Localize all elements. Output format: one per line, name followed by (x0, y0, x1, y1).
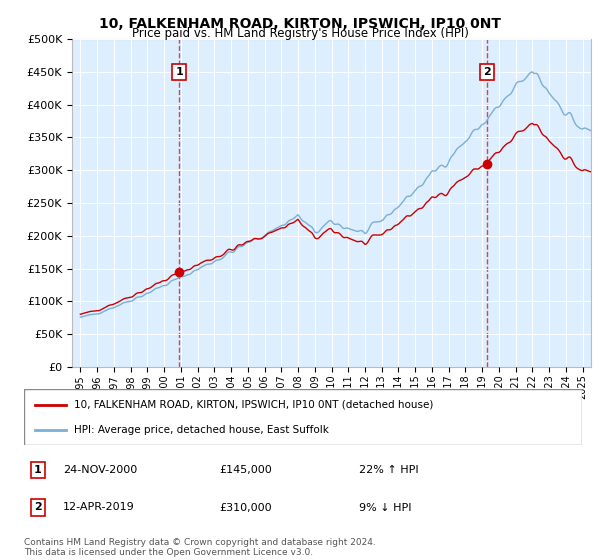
Text: Contains HM Land Registry data © Crown copyright and database right 2024.
This d: Contains HM Land Registry data © Crown c… (24, 538, 376, 557)
Text: 1: 1 (34, 465, 42, 475)
Text: 24-NOV-2000: 24-NOV-2000 (63, 465, 137, 475)
Text: £310,000: £310,000 (220, 502, 272, 512)
Text: HPI: Average price, detached house, East Suffolk: HPI: Average price, detached house, East… (74, 424, 329, 435)
Text: 10, FALKENHAM ROAD, KIRTON, IPSWICH, IP10 0NT: 10, FALKENHAM ROAD, KIRTON, IPSWICH, IP1… (99, 17, 501, 31)
Text: 2: 2 (483, 67, 491, 77)
Text: 10, FALKENHAM ROAD, KIRTON, IPSWICH, IP10 0NT (detached house): 10, FALKENHAM ROAD, KIRTON, IPSWICH, IP1… (74, 400, 434, 410)
Text: 9% ↓ HPI: 9% ↓ HPI (359, 502, 412, 512)
Text: 12-APR-2019: 12-APR-2019 (63, 502, 135, 512)
Text: £145,000: £145,000 (220, 465, 272, 475)
Text: 22% ↑ HPI: 22% ↑ HPI (359, 465, 418, 475)
Text: Price paid vs. HM Land Registry's House Price Index (HPI): Price paid vs. HM Land Registry's House … (131, 27, 469, 40)
Text: 1: 1 (175, 67, 183, 77)
Text: 2: 2 (34, 502, 42, 512)
